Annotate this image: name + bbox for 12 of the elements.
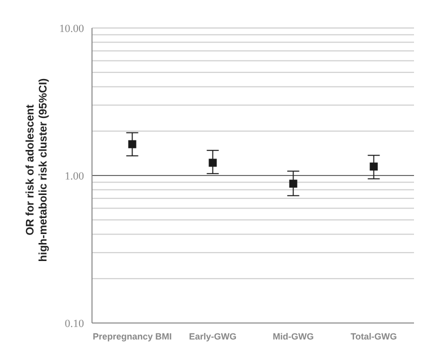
y-tick-label: 10.00 (59, 22, 84, 35)
y-axis-title: OR for risk of adolescent high-metabolic risk cluster (95%CI) (24, 78, 50, 262)
point (370, 162, 378, 171)
x-tick-label: Mid-GWG (272, 331, 314, 342)
point (128, 140, 136, 148)
y-tick-label: 1.00 (64, 170, 84, 182)
x-tick-label: Total-GWG (350, 331, 397, 342)
x-tick-label: Early-GWG (188, 331, 237, 342)
point (289, 180, 298, 188)
x-tick-label: Prepregnancy BMI (92, 331, 172, 342)
point (208, 158, 217, 167)
y-tick-label: 0.10 (64, 318, 84, 330)
